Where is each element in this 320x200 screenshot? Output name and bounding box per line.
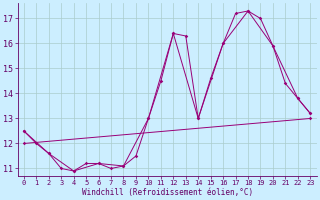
X-axis label: Windchill (Refroidissement éolien,°C): Windchill (Refroidissement éolien,°C) [82, 188, 253, 197]
